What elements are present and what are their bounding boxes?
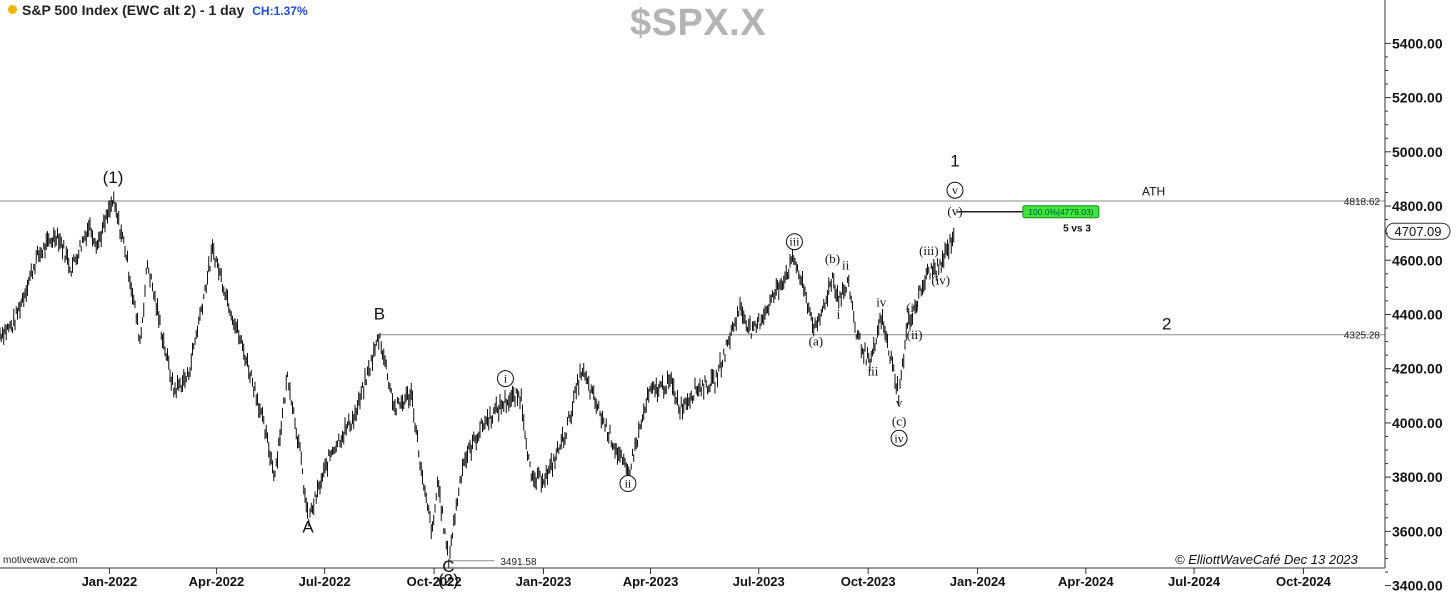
low-level-label: 3491.58	[500, 557, 537, 568]
x-tick-label: Jul-2022	[299, 574, 351, 589]
wave-label-circle	[946, 181, 964, 199]
chart-title: S&P 500 Index (EWC alt 2) - 1 day	[22, 2, 245, 18]
target-box	[1022, 205, 1100, 219]
wave-label-circled: i	[504, 372, 508, 386]
status-dot-icon	[8, 5, 17, 14]
wave-label-circled: v	[952, 183, 958, 197]
wave-label: ii	[842, 258, 850, 273]
y-tick-label: 4800.00	[1392, 198, 1443, 214]
last-price-label: 4707.09	[1395, 224, 1442, 239]
wave-label: v	[896, 395, 903, 410]
wave-label: B	[374, 304, 385, 323]
wave-label-circle	[785, 233, 803, 251]
wave-label-circled: iv	[894, 431, 903, 445]
change-percent: CH:1.37%	[252, 4, 308, 18]
wave-label: (i)	[906, 300, 918, 315]
wave-label: (b)	[825, 251, 840, 266]
wave-label: (ii)	[907, 327, 923, 342]
x-tick-label: Jul-2023	[733, 574, 785, 589]
x-tick-label: Jan-2023	[516, 574, 572, 589]
x-tick-label: Oct-2024	[1276, 574, 1332, 589]
wave-label: A	[302, 518, 314, 537]
y-axis: 5400.00 5200.00 5000.00 4800.00 4600.00 4400.…	[1385, 35, 1443, 594]
wave-label: i	[837, 307, 841, 322]
x-tick-label: Jan-2024	[950, 574, 1006, 589]
y-tick-label: 3400.00	[1392, 578, 1443, 591]
wave-label: (iii)	[919, 243, 939, 258]
wave-2-label: 2	[1162, 315, 1171, 334]
last-price-badge	[1385, 222, 1451, 240]
wave-label: (v)	[947, 204, 962, 219]
chart-header: S&P 500 Index (EWC alt 2) - 1 day CH:1.37…	[8, 2, 308, 18]
wave-label: (1)	[103, 168, 124, 187]
y-tick-label: 4600.00	[1392, 252, 1443, 268]
copyright-label: © ElliottWaveCafé Dec 13 2023	[1175, 552, 1358, 567]
wave-label-circle	[890, 429, 908, 447]
target-note: 5 vs 3	[1063, 224, 1091, 235]
wave-label: iii	[868, 363, 879, 378]
wave-label: C	[442, 557, 454, 576]
axes	[0, 0, 1386, 569]
x-tick-label: Jul-2024	[1168, 574, 1221, 589]
x-tick-label: Oct-2023	[841, 574, 896, 589]
y-tick-label: 5200.00	[1392, 90, 1443, 106]
ath-level-label: 4818.62	[1344, 197, 1381, 208]
x-tick-label: Apr-2022	[189, 574, 245, 589]
wave-label: (c)	[892, 414, 906, 429]
wave-label-circled: iii	[789, 235, 800, 249]
wave-label: ATH	[1142, 185, 1165, 199]
y-tick-label: 5000.00	[1392, 144, 1443, 160]
ticker-symbol: $SPX.X	[630, 2, 767, 44]
price-bars	[0, 191, 955, 569]
target-box-label: 100.0%(4779.03)	[1028, 207, 1093, 217]
wave-label: iv	[876, 294, 887, 309]
wave-label-circled: ii	[625, 477, 632, 491]
source-label: motivewave.com	[3, 555, 78, 566]
horizontal-levels: 4818.62 4325.28 2 3491.58 100.0%(4779.03) 5 v…	[0, 197, 1451, 568]
y-tick-label: 4000.00	[1392, 415, 1443, 431]
x-axis: Jan-2022 Apr-2022 Jul-2022 Oct-2022 Jan-2023…	[82, 568, 1332, 589]
x-tick-label: Apr-2024	[1058, 574, 1114, 589]
wave-b-level-label: 4325.28	[1344, 331, 1381, 342]
wave-label: (iv)	[931, 273, 950, 288]
y-tick-label: 5400.00	[1392, 35, 1443, 51]
x-tick-label: Oct-2022	[407, 574, 462, 589]
y-tick-label: 3600.00	[1392, 523, 1443, 539]
wave-label: (2)	[438, 571, 459, 590]
x-tick-label: Apr-2023	[623, 574, 679, 589]
wave-label-circle	[496, 370, 514, 388]
wave-label: (a)	[809, 334, 823, 349]
wave-label: 1	[950, 152, 959, 171]
y-tick-label: 4200.00	[1392, 361, 1443, 377]
y-tick-label: 4400.00	[1392, 306, 1443, 322]
wave-label-circle	[619, 475, 637, 493]
x-tick-label: Jan-2022	[82, 574, 138, 589]
y-tick-label: 3800.00	[1392, 469, 1443, 485]
